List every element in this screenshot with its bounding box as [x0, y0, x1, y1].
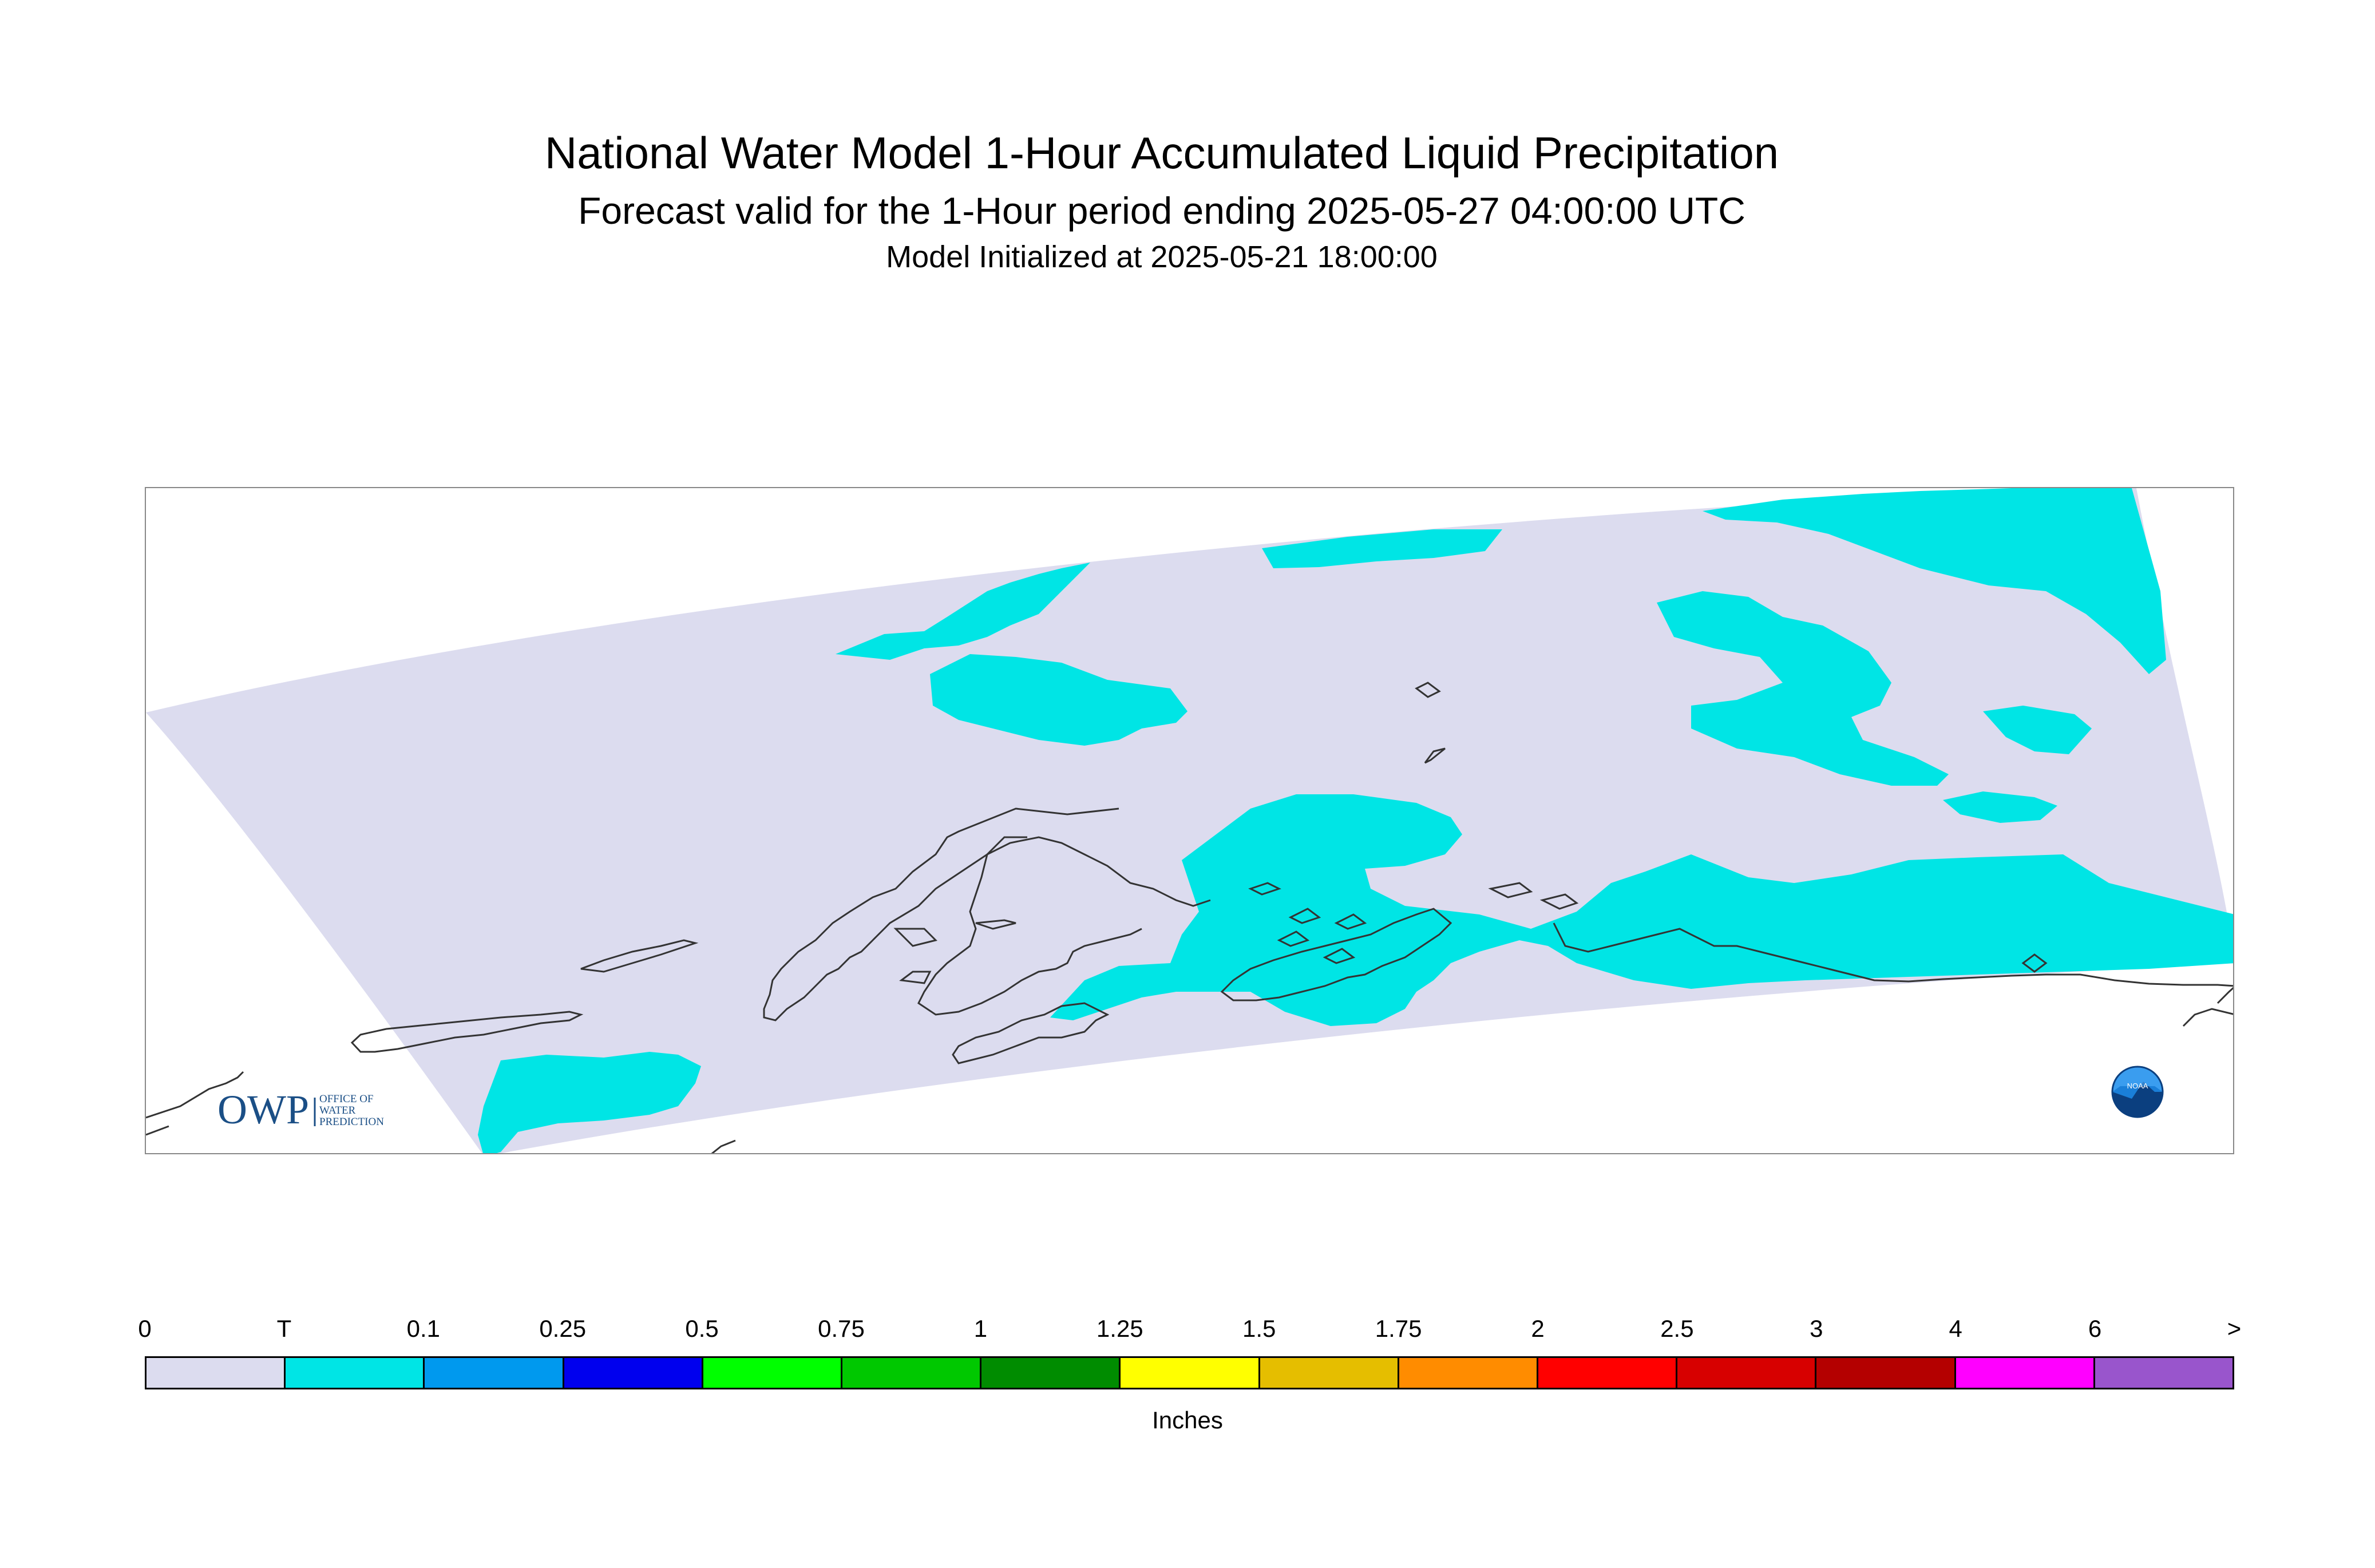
precip-area-northeast-large	[1703, 488, 2166, 674]
island-8	[1288, 908, 1321, 924]
island-11	[1323, 948, 1356, 964]
legend-tick-label: 0	[138, 1315, 152, 1342]
model-domain-area	[146, 488, 2233, 1153]
precip-area-northcenter-band	[1262, 529, 1502, 568]
owp-logo: OWP OFFICE OF WATER PREDICTION	[217, 1087, 384, 1133]
island-3	[899, 971, 932, 984]
page-title: National Water Model 1-Hour Accumulated …	[544, 128, 1779, 178]
coastline-southeast-tip	[2182, 987, 2233, 1027]
legend-tick-label: 2.5	[1660, 1315, 1694, 1342]
island-4	[893, 928, 937, 947]
island-14	[2021, 953, 2048, 973]
coastlines	[146, 807, 2233, 1153]
legend-swatch	[425, 1358, 564, 1388]
legend-tick-label: 1.5	[1242, 1315, 1276, 1342]
coastline-east-ridge	[1553, 922, 2233, 987]
legend-swatch	[1538, 1358, 1678, 1388]
owp-logo-mark: OWP	[217, 1087, 309, 1133]
coastline-west-island	[350, 1011, 584, 1053]
owp-logo-line3: PREDICTION	[319, 1116, 384, 1128]
coastline-peninsula	[917, 836, 1142, 1016]
legend-swatch	[2095, 1358, 2233, 1388]
legend-tick-label: 1	[973, 1315, 988, 1342]
legend-swatch	[147, 1358, 286, 1388]
coastline-inner-bay	[1220, 908, 1452, 1001]
precip-area-north-center	[836, 563, 1090, 660]
island-5	[1415, 682, 1441, 698]
coastline-mainland	[763, 807, 1211, 1021]
island-10	[1334, 913, 1367, 930]
legend-swatch	[1677, 1358, 1817, 1388]
precip-area-east-small	[1983, 706, 2092, 754]
legend-tick-label: 0.5	[685, 1315, 719, 1342]
legend-tick-label: 3	[1810, 1315, 1823, 1342]
noaa-logo-mark: NOAA	[2127, 1082, 2148, 1090]
coastline-south-peninsula	[952, 1002, 1110, 1064]
legend-tick-label: 0.1	[406, 1315, 440, 1342]
legend-tick-label: 6	[2088, 1315, 2102, 1342]
legend-swatch	[1956, 1358, 2095, 1388]
legend-swatch	[1816, 1358, 1956, 1388]
legend-tick-label: 2	[1531, 1315, 1545, 1342]
owp-logo-line1: OFFICE OF	[319, 1093, 374, 1105]
forecast-valid-subtitle: Forecast valid for the 1-Hour period end…	[578, 189, 1745, 232]
legend-swatch	[1399, 1358, 1539, 1388]
island-9	[1277, 930, 1310, 947]
island-7	[1248, 882, 1281, 896]
legend-swatch	[842, 1358, 982, 1388]
legend-tick-label: 0.25	[539, 1315, 587, 1342]
legend-units-label: Inches	[1152, 1407, 1223, 1434]
island-2	[975, 919, 1016, 930]
island-13	[1539, 893, 1579, 910]
legend-tick-label: 1.25	[1096, 1315, 1143, 1342]
legend-swatch	[1121, 1358, 1260, 1388]
island-12	[1488, 882, 1533, 898]
precip-area-east-right	[1943, 791, 2057, 823]
island-6	[1424, 747, 1446, 764]
legend-swatch	[1260, 1358, 1399, 1388]
legend-tick-label: >	[2227, 1315, 2242, 1342]
legend-tick-label: T	[276, 1315, 292, 1342]
legend-tick-label: 1.75	[1375, 1315, 1422, 1342]
legend-color-bar	[145, 1356, 2234, 1389]
legend-swatch	[981, 1358, 1121, 1388]
islands	[580, 682, 2048, 984]
noaa-logo: NOAA	[2111, 1066, 2164, 1118]
map-panel: OWP OFFICE OF WATER PREDICTION NOAA	[145, 487, 2234, 1154]
precip-area-central-coast	[1050, 794, 2233, 1026]
legend-swatch	[703, 1358, 843, 1388]
legend-swatch	[564, 1358, 703, 1388]
color-legend: 0 T 0.1 0.25 0.5 0.75 1 1.25 1.5 1.75 2 2.5 3 4 6 > Inc…	[0, 1293, 2375, 1465]
precip-area-blob-west	[930, 654, 1188, 746]
coastline-southwest-corner	[146, 1071, 244, 1136]
coastline-south-edge	[711, 1139, 736, 1153]
model-initialized-label: Model Initialized at 2025-05-21 18:00:00	[886, 240, 1438, 274]
precip-area-southwest	[478, 1052, 701, 1153]
owp-logo-line2: WATER	[319, 1104, 356, 1116]
precipitation-map: OWP OFFICE OF WATER PREDICTION NOAA	[146, 488, 2233, 1153]
legend-tick-label: 0.75	[818, 1315, 865, 1342]
precip-area-east-swirl	[1657, 591, 1949, 786]
island-1	[580, 939, 699, 973]
legend-swatch	[286, 1358, 425, 1388]
legend-tick-label: 4	[1949, 1315, 1962, 1342]
trace-precipitation-areas	[478, 488, 2233, 1153]
